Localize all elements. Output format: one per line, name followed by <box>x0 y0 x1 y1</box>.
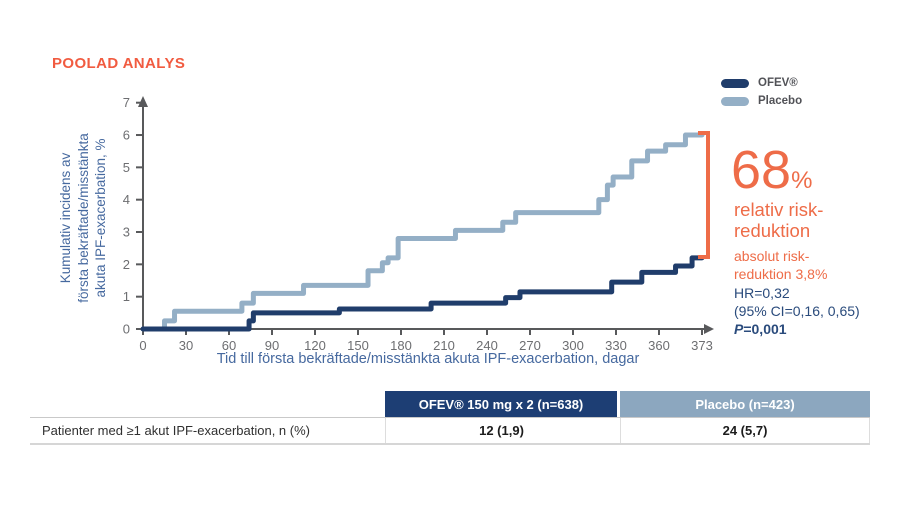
exacerbation-step-chart: 0 30 60 90 120 150 180 210 240 270 300 330 360 373 0 1 2… <box>123 95 714 353</box>
absolute-risk-reduction-label: absolut risk- reduktion 3,8% <box>734 248 828 282</box>
y-tick-label: 4 <box>123 192 130 207</box>
headline-unit: % <box>791 167 813 194</box>
results-table: OFEV® 150 mg x 2 (n=638) Placebo (n=423)… <box>30 391 870 445</box>
y-tick-label: 2 <box>123 257 130 272</box>
hazard-ratio: HR=0,32 <box>734 285 790 301</box>
risk-reduction-bracket <box>698 131 710 259</box>
x-tick-label: 270 <box>519 338 541 353</box>
ofev-line-swatch <box>721 78 749 88</box>
x-tick-label: 30 <box>179 338 193 353</box>
statistics-block: HR=0,32 (95% CI=0,16, 0,65) P=0,001 <box>734 285 860 339</box>
legend-item-ofev: OFEV® <box>721 77 802 89</box>
legend-item-placebo: Placebo <box>721 95 802 107</box>
y-axis-arrow-icon <box>138 96 148 107</box>
placebo-line-swatch <box>721 96 749 106</box>
x-tick-label: 210 <box>433 338 455 353</box>
y-tick-label: 5 <box>123 160 130 175</box>
table-row: Patienter med ≥1 akut IPF-exacerbation, … <box>30 417 870 445</box>
table-value-ofev: 12 (1,9) <box>385 418 617 443</box>
x-tick-label: 373 <box>691 338 713 353</box>
x-tick-label: 90 <box>265 338 279 353</box>
y-tick-label: 7 <box>123 95 130 110</box>
curve-placebo <box>140 132 705 332</box>
table-header-ofev: OFEV® 150 mg x 2 (n=638) <box>385 391 617 417</box>
legend: OFEV® Placebo <box>721 77 802 113</box>
x-axis-arrow-icon <box>704 324 714 334</box>
relative-risk-reduction-headline: 68% <box>731 143 812 197</box>
y-tick-label: 6 <box>123 128 130 143</box>
confidence-interval: (95% CI=0,16, 0,65) <box>734 302 860 319</box>
x-tick-label: 240 <box>476 338 498 353</box>
x-tick-label: 330 <box>605 338 627 353</box>
y-tick-label: 3 <box>123 225 130 240</box>
x-tick-label: 180 <box>390 338 412 353</box>
x-tick-label: 360 <box>648 338 670 353</box>
relative-risk-reduction-label: relativ risk- reduktion <box>734 199 824 242</box>
page-title: POOLAD ANALYS <box>52 55 186 72</box>
x-tick-label: 120 <box>304 338 326 353</box>
x-tick-label: 60 <box>222 338 236 353</box>
y-axis-label: Kumulativ incidens av första bekräftade/… <box>58 133 109 303</box>
headline-value: 68 <box>731 140 792 200</box>
table-header-placebo: Placebo (n=423) <box>620 391 870 417</box>
x-tick-label: 150 <box>347 338 369 353</box>
table-header-row: OFEV® 150 mg x 2 (n=638) Placebo (n=423) <box>30 391 870 417</box>
y-tick-label: 1 <box>123 289 130 304</box>
curve-ofev <box>140 255 705 332</box>
p-value: P=0,001 <box>734 320 787 337</box>
x-axis-label: Tid till första bekräftade/misstänkta ak… <box>216 351 640 367</box>
table-value-placebo: 24 (5,7) <box>620 418 870 443</box>
y-tick-label: 0 <box>123 322 130 337</box>
x-tick-label: 300 <box>562 338 584 353</box>
legend-label-ofev: OFEV® <box>758 77 798 89</box>
table-header-empty <box>30 391 385 417</box>
table-row-label: Patienter med ≥1 akut IPF-exacerbation, … <box>42 423 310 438</box>
x-tick-label: 0 <box>139 338 146 353</box>
legend-label-placebo: Placebo <box>758 95 803 107</box>
